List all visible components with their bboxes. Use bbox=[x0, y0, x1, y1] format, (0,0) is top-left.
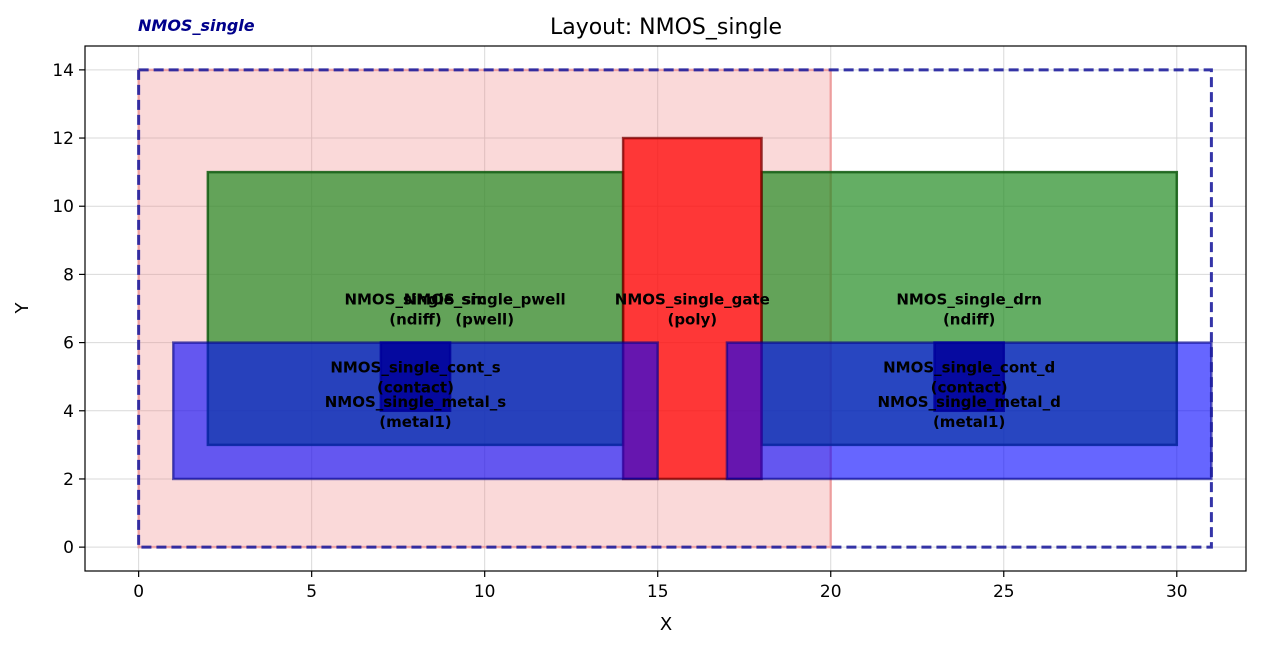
chart-title: Layout: NMOS_single bbox=[550, 15, 782, 40]
y-tick-label: 12 bbox=[52, 129, 74, 149]
y-axis-label: Y bbox=[12, 302, 33, 315]
y-tick-label: 0 bbox=[63, 538, 74, 558]
shape-label-line: NMOS_single_pwell bbox=[404, 291, 566, 309]
y-tick-label: 2 bbox=[63, 470, 74, 490]
y-tick-label: 10 bbox=[52, 197, 74, 217]
layout-shapes bbox=[137, 68, 1213, 549]
shape-label-gate: NMOS_single_gate (poly) bbox=[615, 291, 770, 329]
y-tick-label: 8 bbox=[63, 265, 74, 285]
y-tick-label: 6 bbox=[63, 334, 74, 354]
shape-label-line: (ndiff) bbox=[389, 311, 441, 329]
shape-label-metal_s: NMOS_single_metal_s (metal1) bbox=[325, 393, 507, 431]
shape-label-line: NMOS_single_cont_d bbox=[883, 359, 1055, 377]
shape-label-cont_s: NMOS_single_cont_s (contact) bbox=[330, 359, 500, 397]
x-tick-label: 5 bbox=[306, 582, 317, 602]
layout-shape-cont_d bbox=[933, 341, 1006, 413]
shape-label-line: NMOS_single_gate bbox=[615, 291, 770, 309]
x-tick-label: 15 bbox=[647, 582, 669, 602]
y-tick-label: 14 bbox=[52, 61, 74, 81]
x-tick-label: 30 bbox=[1166, 582, 1188, 602]
shape-label-src: NMOS_single_src (ndiff) bbox=[344, 291, 486, 329]
shape-label-metal_d: NMOS_single_metal_d (metal1) bbox=[878, 393, 1061, 431]
shape-label-line: (contact) bbox=[377, 379, 454, 397]
plot-frame bbox=[84, 45, 1247, 572]
shape-label-line: NMOS_single_drn bbox=[896, 291, 1042, 309]
y-axis-ticks: 0 2 4 6 8 10 12 14 bbox=[52, 61, 85, 558]
shape-label-line: NMOS_single_src bbox=[344, 291, 486, 309]
cell-bounding-box bbox=[137, 68, 1213, 549]
cell-name-label: NMOS_single bbox=[138, 16, 255, 35]
x-tick-label: 25 bbox=[993, 582, 1015, 602]
shape-label-line: NMOS_single_cont_s bbox=[330, 359, 500, 377]
shape-label-drn: NMOS_single_drn (ndiff) bbox=[896, 291, 1042, 329]
shape-label-line: (metal1) bbox=[933, 413, 1005, 431]
shape-label-line: NMOS_single_metal_s bbox=[325, 393, 507, 411]
shape-label-pwell: NMOS_single_pwell (pwell) bbox=[404, 291, 566, 329]
shape-label-cont_d: NMOS_single_cont_d (contact) bbox=[883, 359, 1055, 397]
shape-label-line: (pwell) bbox=[455, 311, 514, 329]
shape-label-line: (metal1) bbox=[379, 413, 451, 431]
x-axis-ticks: 0 5 10 15 20 25 30 bbox=[133, 571, 1188, 602]
shape-label-line: NMOS_single_metal_d bbox=[878, 393, 1061, 411]
x-tick-label: 10 bbox=[474, 582, 496, 602]
x-axis-label: X bbox=[660, 614, 672, 635]
x-tick-label: 20 bbox=[820, 582, 842, 602]
y-tick-label: 4 bbox=[63, 402, 74, 422]
shape-labels: NMOS_single_pwell (pwell) NMOS_single_src (… bbox=[325, 291, 1061, 431]
shape-label-line: (ndiff) bbox=[943, 311, 995, 329]
shape-label-line: (poly) bbox=[667, 311, 717, 329]
bounding-box-layer bbox=[137, 68, 1213, 549]
shape-label-line: (contact) bbox=[931, 379, 1008, 397]
layout-shape-cont_s bbox=[379, 341, 452, 413]
x-tick-label: 0 bbox=[133, 582, 144, 602]
